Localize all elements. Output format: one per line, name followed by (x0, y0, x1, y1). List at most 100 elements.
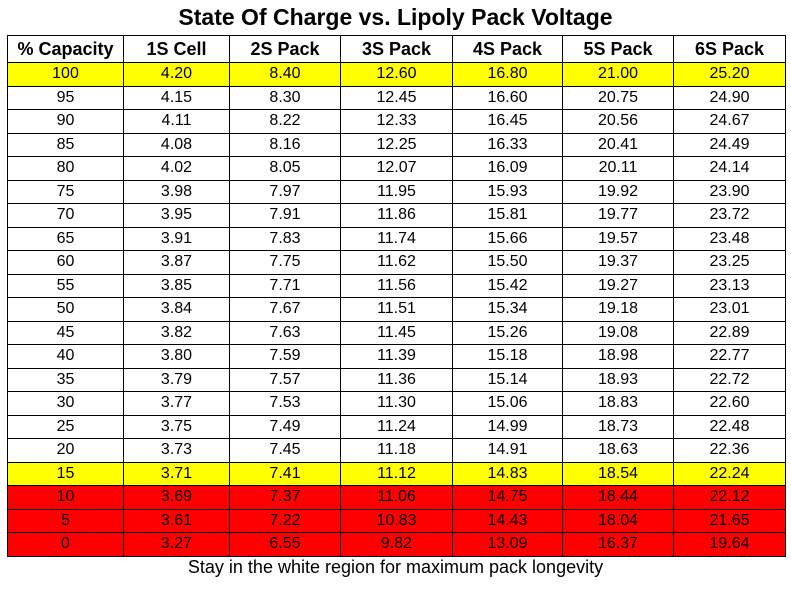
cell-2s-pack: 7.57 (229, 367, 341, 392)
cell-5s-pack: 20.75 (562, 85, 674, 110)
cell-1s-cell: 4.15 (123, 85, 230, 110)
cell-3s-pack: 9.82 (340, 532, 453, 557)
cell-2s-pack: 7.83 (229, 226, 341, 251)
cell-4s-pack: 14.43 (452, 508, 563, 533)
table-body: 100 4.20 8.40 12.60 16.80 21.00 25.20 95 4.15 8.3… (7, 62, 786, 557)
cell-2s-pack: 7.37 (229, 485, 341, 510)
cell-6s-pack: 21.65 (673, 508, 786, 533)
table-row: 50 3.84 7.67 11.51 15.34 19.18 23.01 (7, 297, 786, 322)
cell-capacity: 50 (7, 297, 124, 322)
cell-6s-pack: 23.13 (673, 273, 786, 298)
cell-4s-pack: 16.80 (452, 62, 563, 87)
cell-3s-pack: 11.62 (340, 250, 453, 275)
cell-capacity: 15 (7, 461, 124, 486)
table-row: 75 3.98 7.97 11.95 15.93 19.92 23.90 (7, 179, 786, 204)
column-header-3s-pack: 3S Pack (340, 35, 453, 63)
page-title: State Of Charge vs. Lipoly Pack Voltage (178, 4, 613, 30)
table-row: 95 4.15 8.30 12.45 16.60 20.75 24.90 (7, 85, 786, 110)
cell-capacity: 60 (7, 250, 124, 275)
cell-1s-cell: 3.61 (123, 508, 230, 533)
cell-4s-pack: 15.18 (452, 344, 563, 369)
table-row: 85 4.08 8.16 12.25 16.33 20.41 24.49 (7, 132, 786, 157)
cell-1s-cell: 4.20 (123, 62, 230, 87)
table-row: 90 4.11 8.22 12.33 16.45 20.56 24.67 (7, 109, 786, 134)
cell-1s-cell: 3.85 (123, 273, 230, 298)
cell-3s-pack: 12.07 (340, 156, 453, 181)
cell-2s-pack: 8.22 (229, 109, 341, 134)
cell-5s-pack: 19.37 (562, 250, 674, 275)
cell-1s-cell: 3.91 (123, 226, 230, 251)
cell-5s-pack: 20.41 (562, 132, 674, 157)
cell-6s-pack: 19.64 (673, 532, 786, 557)
cell-capacity: 25 (7, 414, 124, 439)
cell-1s-cell: 3.82 (123, 320, 230, 345)
table-row: 5 3.61 7.22 10.83 14.43 18.04 21.65 (7, 508, 786, 533)
cell-5s-pack: 19.27 (562, 273, 674, 298)
cell-capacity: 55 (7, 273, 124, 298)
cell-4s-pack: 16.60 (452, 85, 563, 110)
cell-capacity: 65 (7, 226, 124, 251)
cell-4s-pack: 15.26 (452, 320, 563, 345)
cell-3s-pack: 11.18 (340, 438, 453, 463)
cell-2s-pack: 8.30 (229, 85, 341, 110)
cell-6s-pack: 22.48 (673, 414, 786, 439)
table-row: 25 3.75 7.49 11.24 14.99 18.73 22.48 (7, 414, 786, 439)
cell-6s-pack: 22.12 (673, 485, 786, 510)
cell-2s-pack: 7.49 (229, 414, 341, 439)
cell-capacity: 35 (7, 367, 124, 392)
cell-5s-pack: 19.92 (562, 179, 674, 204)
cell-3s-pack: 11.24 (340, 414, 453, 439)
table-row: 0 3.27 6.55 9.82 13.09 16.37 19.64 (7, 532, 786, 557)
cell-4s-pack: 15.14 (452, 367, 563, 392)
cell-4s-pack: 14.99 (452, 414, 563, 439)
cell-capacity: 40 (7, 344, 124, 369)
cell-1s-cell: 3.77 (123, 391, 230, 416)
cell-capacity: 95 (7, 85, 124, 110)
cell-5s-pack: 20.11 (562, 156, 674, 181)
cell-1s-cell: 4.02 (123, 156, 230, 181)
cell-2s-pack: 7.71 (229, 273, 341, 298)
cell-6s-pack: 24.67 (673, 109, 786, 134)
cell-5s-pack: 18.93 (562, 367, 674, 392)
cell-4s-pack: 13.09 (452, 532, 563, 557)
cell-1s-cell: 3.75 (123, 414, 230, 439)
header-row: % Capacity 1S Cell 2S Pack 3S Pack 4S Pack 5S… (7, 35, 786, 63)
cell-6s-pack: 23.01 (673, 297, 786, 322)
cell-1s-cell: 3.79 (123, 367, 230, 392)
cell-3s-pack: 11.86 (340, 203, 453, 228)
cell-3s-pack: 11.74 (340, 226, 453, 251)
cell-2s-pack: 7.63 (229, 320, 341, 345)
cell-5s-pack: 18.63 (562, 438, 674, 463)
cell-6s-pack: 22.89 (673, 320, 786, 345)
cell-2s-pack: 7.59 (229, 344, 341, 369)
cell-2s-pack: 7.45 (229, 438, 341, 463)
cell-capacity: 45 (7, 320, 124, 345)
cell-6s-pack: 22.60 (673, 391, 786, 416)
cell-2s-pack: 7.91 (229, 203, 341, 228)
cell-5s-pack: 18.98 (562, 344, 674, 369)
table-header: % Capacity 1S Cell 2S Pack 3S Pack 4S Pack 5S… (7, 35, 786, 63)
cell-5s-pack: 18.83 (562, 391, 674, 416)
cell-1s-cell: 4.08 (123, 132, 230, 157)
cell-6s-pack: 23.48 (673, 226, 786, 251)
cell-3s-pack: 11.36 (340, 367, 453, 392)
cell-3s-pack: 12.25 (340, 132, 453, 157)
table-row: 45 3.82 7.63 11.45 15.26 19.08 22.89 (7, 320, 786, 345)
cell-1s-cell: 3.71 (123, 461, 230, 486)
cell-6s-pack: 22.77 (673, 344, 786, 369)
cell-4s-pack: 15.66 (452, 226, 563, 251)
cell-2s-pack: 8.40 (229, 62, 341, 87)
cell-capacity: 70 (7, 203, 124, 228)
cell-5s-pack: 18.44 (562, 485, 674, 510)
cell-capacity: 0 (7, 532, 124, 557)
column-header-2s-pack: 2S Pack (229, 35, 341, 63)
cell-4s-pack: 14.83 (452, 461, 563, 486)
cell-3s-pack: 11.45 (340, 320, 453, 345)
cell-3s-pack: 11.95 (340, 179, 453, 204)
cell-2s-pack: 7.75 (229, 250, 341, 275)
column-header-1s-cell: 1S Cell (123, 35, 230, 63)
cell-2s-pack: 7.53 (229, 391, 341, 416)
cell-3s-pack: 12.60 (340, 62, 453, 87)
cell-4s-pack: 15.81 (452, 203, 563, 228)
column-header-5s-pack: 5S Pack (562, 35, 674, 63)
